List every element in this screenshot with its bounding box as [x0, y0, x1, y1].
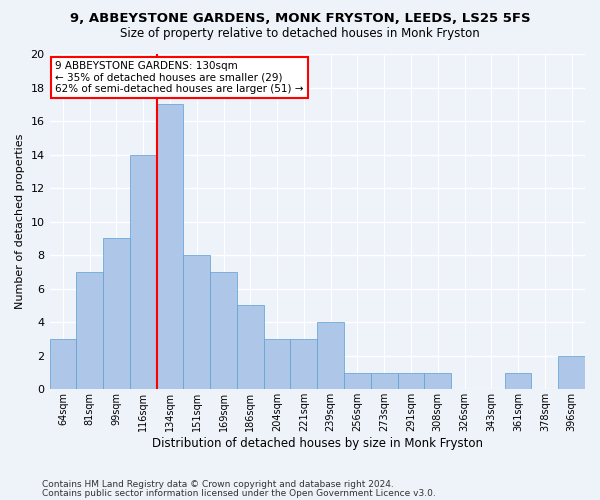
- Bar: [130, 154, 157, 390]
- Bar: [398, 372, 424, 390]
- Bar: [76, 272, 103, 390]
- Bar: [210, 272, 237, 390]
- Bar: [505, 372, 532, 390]
- Bar: [264, 339, 290, 390]
- Text: 9, ABBEYSTONE GARDENS, MONK FRYSTON, LEEDS, LS25 5FS: 9, ABBEYSTONE GARDENS, MONK FRYSTON, LEE…: [70, 12, 530, 26]
- Bar: [371, 372, 398, 390]
- Text: Contains HM Land Registry data © Crown copyright and database right 2024.: Contains HM Land Registry data © Crown c…: [42, 480, 394, 489]
- Bar: [317, 322, 344, 390]
- Bar: [424, 372, 451, 390]
- Bar: [184, 255, 210, 390]
- Text: 9 ABBEYSTONE GARDENS: 130sqm
← 35% of detached houses are smaller (29)
62% of se: 9 ABBEYSTONE GARDENS: 130sqm ← 35% of de…: [55, 60, 304, 94]
- Bar: [50, 339, 76, 390]
- Bar: [237, 306, 264, 390]
- Bar: [103, 238, 130, 390]
- X-axis label: Distribution of detached houses by size in Monk Fryston: Distribution of detached houses by size …: [152, 437, 483, 450]
- Bar: [157, 104, 184, 390]
- Bar: [344, 372, 371, 390]
- Text: Contains public sector information licensed under the Open Government Licence v3: Contains public sector information licen…: [42, 488, 436, 498]
- Text: Size of property relative to detached houses in Monk Fryston: Size of property relative to detached ho…: [120, 28, 480, 40]
- Bar: [290, 339, 317, 390]
- Y-axis label: Number of detached properties: Number of detached properties: [15, 134, 25, 310]
- Bar: [558, 356, 585, 390]
